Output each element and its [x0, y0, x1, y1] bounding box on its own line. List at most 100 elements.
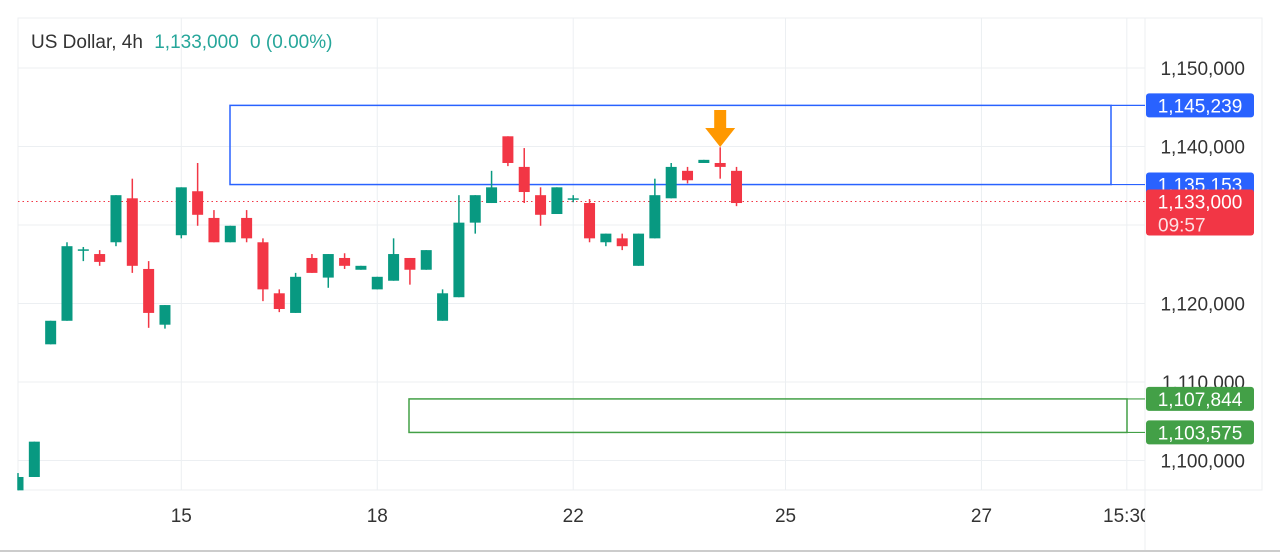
candle — [388, 238, 400, 281]
candle-body — [126, 198, 138, 266]
candle — [551, 187, 563, 215]
candle-body — [682, 170, 694, 181]
candle-body — [420, 250, 432, 270]
candle-body — [306, 257, 318, 273]
candle-body — [453, 222, 465, 298]
candle — [110, 195, 122, 247]
candle — [420, 250, 432, 270]
candle — [126, 178, 138, 273]
candle-body — [502, 136, 514, 163]
x-tick-label: 15 — [171, 506, 192, 527]
candle — [175, 187, 187, 239]
candle — [665, 162, 677, 199]
candle-body — [469, 195, 481, 223]
last-price-value: 1,133,000 — [154, 32, 239, 53]
candle — [535, 187, 547, 226]
y-tick-label: 1,100,000 — [1160, 452, 1245, 473]
candle-body — [486, 187, 498, 204]
candle — [306, 254, 318, 273]
candle — [355, 265, 367, 270]
last-price-badge — [1146, 189, 1254, 236]
candle — [453, 195, 465, 298]
candle-body — [224, 225, 236, 243]
candle — [584, 199, 596, 243]
support-top-badge — [1146, 386, 1254, 411]
candle — [486, 170, 498, 204]
candle-body — [159, 305, 171, 325]
candle-body — [731, 170, 743, 204]
candle — [404, 257, 416, 285]
candle — [682, 166, 694, 184]
candle — [143, 261, 155, 328]
candle — [502, 136, 514, 167]
price-change: 0 (0.00%) — [250, 32, 333, 53]
candle — [241, 210, 253, 243]
candle-body — [208, 217, 220, 243]
y-tick-label: 1,120,000 — [1160, 295, 1245, 316]
candle — [518, 148, 530, 204]
x-tick-label: 15:30 — [1103, 506, 1151, 527]
candle — [159, 305, 171, 329]
support-zone-box — [408, 398, 1128, 434]
candle — [290, 272, 302, 313]
y-tick-label: 1,140,000 — [1160, 138, 1245, 159]
candle-body — [616, 238, 628, 247]
candle — [469, 195, 481, 234]
candle — [698, 159, 710, 163]
candle — [633, 233, 645, 266]
candle-body — [584, 203, 596, 239]
candle-body — [567, 198, 579, 200]
candle-body — [535, 195, 547, 215]
candle-body — [110, 195, 122, 243]
chart-frame — [17, 17, 1263, 491]
support-bottom-badge — [1146, 420, 1254, 445]
candle-body — [45, 320, 57, 345]
candle-body — [698, 159, 710, 163]
x-tick-label: 18 — [367, 506, 388, 527]
chart-legend: US Dollar, 4h 1,133,000 0 (0.00%) — [31, 32, 332, 54]
y-tick-label: 1,150,000 — [1160, 59, 1245, 80]
candle — [649, 178, 661, 239]
candle-body — [192, 191, 204, 215]
candle-body — [257, 242, 269, 290]
candle-body — [28, 441, 40, 477]
support-bottom-badge-text: 1,103,575 — [1158, 423, 1243, 444]
candle-body — [600, 233, 612, 243]
candle-body — [290, 276, 302, 313]
candle-body — [18, 476, 24, 491]
candle — [192, 162, 204, 226]
resistance-top-badge-text: 1,145,239 — [1158, 96, 1243, 117]
candle — [28, 441, 40, 477]
last-price-badge-countdown: 09:57 — [1158, 215, 1206, 236]
candle — [339, 253, 351, 269]
candle-body — [339, 257, 351, 266]
candle-body — [322, 254, 334, 278]
candle-body — [665, 166, 677, 199]
candle-body — [633, 233, 645, 266]
candle — [273, 289, 285, 313]
x-tick-label: 25 — [775, 506, 796, 527]
candle — [731, 166, 743, 207]
candle-body — [371, 276, 383, 290]
candle-body — [714, 162, 726, 167]
candle — [61, 242, 73, 321]
candle-body — [273, 293, 285, 309]
support-top-badge-text: 1,107,844 — [1158, 390, 1243, 411]
last-price-badge-text: 1,133,000 — [1158, 192, 1243, 213]
candle-body — [143, 268, 155, 313]
candle — [322, 254, 334, 288]
x-tick-label: 27 — [971, 506, 992, 527]
candle-body — [94, 254, 106, 262]
candle — [567, 195, 579, 203]
symbol-title: US Dollar, 4h — [31, 32, 143, 53]
x-tick-label: 22 — [563, 506, 584, 527]
down-arrow-icon — [705, 110, 736, 147]
candle-body — [388, 254, 400, 281]
candle-body — [551, 187, 563, 215]
candle-body — [649, 195, 661, 239]
candle-body — [77, 249, 89, 251]
candle — [616, 233, 628, 251]
candle-body — [518, 166, 530, 193]
candle — [208, 210, 220, 243]
